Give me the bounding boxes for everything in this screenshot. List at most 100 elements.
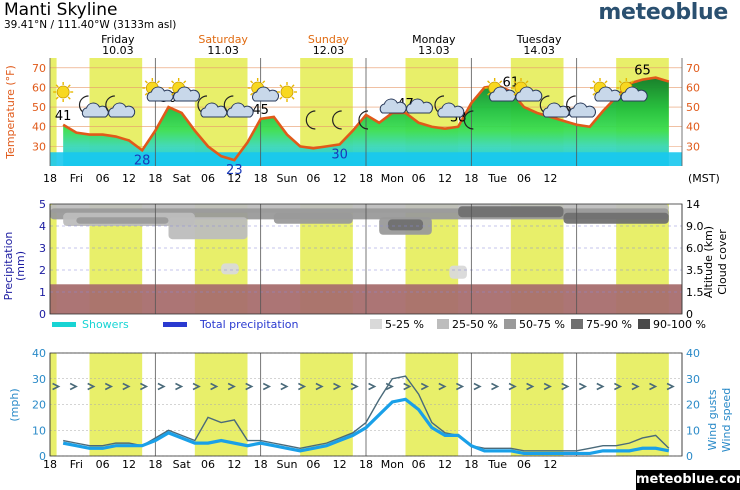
wind-direction-arrow	[210, 382, 219, 391]
time-axis-label: Sat	[173, 172, 192, 185]
temp-min-label: 23	[226, 163, 243, 178]
cloud-cover-dense	[563, 212, 669, 224]
temp-max-label: 65	[634, 64, 651, 79]
moon-cloud-icon	[539, 95, 570, 118]
day-date: 11.03	[207, 44, 239, 57]
wind-direction-arrow	[596, 382, 605, 391]
cloud-cover-mid	[273, 212, 353, 224]
wind-direction-arrow	[69, 382, 78, 391]
wind-direction-arrow	[104, 382, 114, 391]
cloud-cover-legend-swatch	[370, 319, 382, 329]
temp-y2-tick: 30	[686, 140, 700, 153]
time-axis-label: 12	[438, 458, 452, 471]
moon-cloud-icon	[223, 95, 254, 118]
moon-cloud-icon	[434, 95, 465, 118]
altitude-y2-tick: 6.0	[686, 242, 704, 255]
sun-cloud-icon	[142, 78, 174, 102]
time-axis-label: 18	[43, 458, 57, 471]
wind-direction-arrow	[491, 382, 500, 391]
footer-brand-link[interactable]: meteoblue.com	[636, 470, 740, 490]
wind-y-tick: 30	[32, 373, 46, 386]
temp-y-tick: 30	[32, 140, 46, 153]
time-axis-label: 12	[122, 172, 136, 185]
time-axis-label: 12	[543, 172, 557, 185]
wind-direction-arrow	[649, 382, 658, 391]
time-axis-label: Mon	[381, 172, 404, 185]
day-name: Saturday	[198, 33, 248, 46]
time-axis-label: 12	[122, 458, 136, 471]
day-name: Friday	[101, 33, 135, 46]
time-axis-label: Fri	[70, 458, 83, 471]
wind-direction-arrow	[508, 382, 517, 391]
wind-frame	[49, 352, 683, 457]
temp-y-tick: 60	[32, 81, 46, 94]
time-axis-label: Sun	[277, 172, 298, 185]
wind-direction-arrow	[122, 382, 131, 391]
wind-direction-arrow	[578, 382, 588, 391]
wind-direction-arrow	[227, 382, 236, 391]
altitude-y2-tick: 1.5	[686, 286, 704, 299]
temp-y2-tick: 50	[686, 101, 700, 114]
cloud-cover-legend-label: 75-90 %	[586, 318, 632, 331]
wind-direction-arrow	[385, 382, 394, 391]
moon-icon	[463, 110, 474, 130]
wind-direction-arrow	[245, 382, 254, 391]
wind-direction-arrow	[368, 382, 377, 391]
total-precip-legend-swatch	[163, 322, 187, 327]
precip-y-tick: 0	[39, 308, 46, 321]
cloud-cover-legend-label: 50-75 %	[519, 318, 565, 331]
cloud-cover-legend-swatch	[638, 319, 650, 329]
day-name: Tuesday	[516, 33, 562, 46]
wind-direction-arrow	[438, 382, 447, 391]
wind-direction-arrow	[456, 382, 465, 391]
cloud-cover-mid	[76, 217, 169, 224]
wind-direction-arrow	[561, 382, 570, 391]
wind-axis-label: (mph)	[8, 388, 21, 421]
time-axis-label: 12	[227, 458, 241, 471]
time-axis-label: 06	[412, 458, 426, 471]
location-title: Manti Skyline	[4, 0, 118, 20]
wind-direction-arrow	[473, 382, 482, 391]
time-axis-label: 12	[333, 172, 347, 185]
time-axis-label: 06	[306, 172, 320, 185]
time-axis-label: 06	[201, 172, 215, 185]
time-axis-label: 06	[96, 172, 110, 185]
wind-y-tick: 0	[39, 450, 46, 463]
sun-cloud-icon	[484, 78, 516, 102]
precip-axis-label: Precipitation	[2, 232, 15, 301]
wind-direction-arrow	[631, 382, 640, 391]
wind-gusts-axis-label: Wind gusts	[706, 389, 719, 450]
day-date: 14.03	[523, 44, 555, 57]
temp-y-tick: 40	[32, 121, 46, 134]
moon-icon	[305, 110, 316, 130]
time-axis-label: 12	[227, 172, 241, 185]
time-axis-label: 18	[148, 172, 162, 185]
time-axis-label: 12	[438, 172, 452, 185]
showers-legend-swatch	[52, 322, 76, 327]
brand-logo[interactable]: meteoblue	[598, 0, 728, 25]
time-axis-label: 18	[359, 172, 373, 185]
time-axis-label: 06	[96, 458, 110, 471]
cloud-cover-legend-swatch	[571, 319, 583, 329]
sun-cloud-icon	[247, 78, 279, 102]
precip-y-tick: 1	[39, 286, 46, 299]
wind-direction-arrow	[87, 382, 96, 391]
moon-cloud-icon	[197, 95, 228, 118]
temperature-line	[62, 76, 670, 162]
wind-y-tick: 10	[32, 424, 46, 437]
location-coords: 39.41°N / 111.40°W (3133m asl)	[4, 19, 177, 31]
wind-y2-tick: 0	[686, 450, 693, 463]
altitude-y2-tick: 3.5	[686, 264, 704, 277]
temp-min-label: 30	[331, 147, 348, 162]
time-axis-label: 12	[543, 458, 557, 471]
time-axis-label: 06	[201, 458, 215, 471]
wind-direction-arrow	[262, 382, 272, 391]
cloud-cover-dense	[387, 219, 424, 231]
temp-y2-tick: 60	[686, 81, 700, 94]
wind-direction-arrow	[280, 382, 289, 391]
wind-direction-arrow	[543, 382, 552, 391]
sun-cloud-icon	[168, 78, 200, 102]
time-axis-label: Fri	[70, 172, 83, 185]
time-axis-label: 18	[464, 458, 478, 471]
